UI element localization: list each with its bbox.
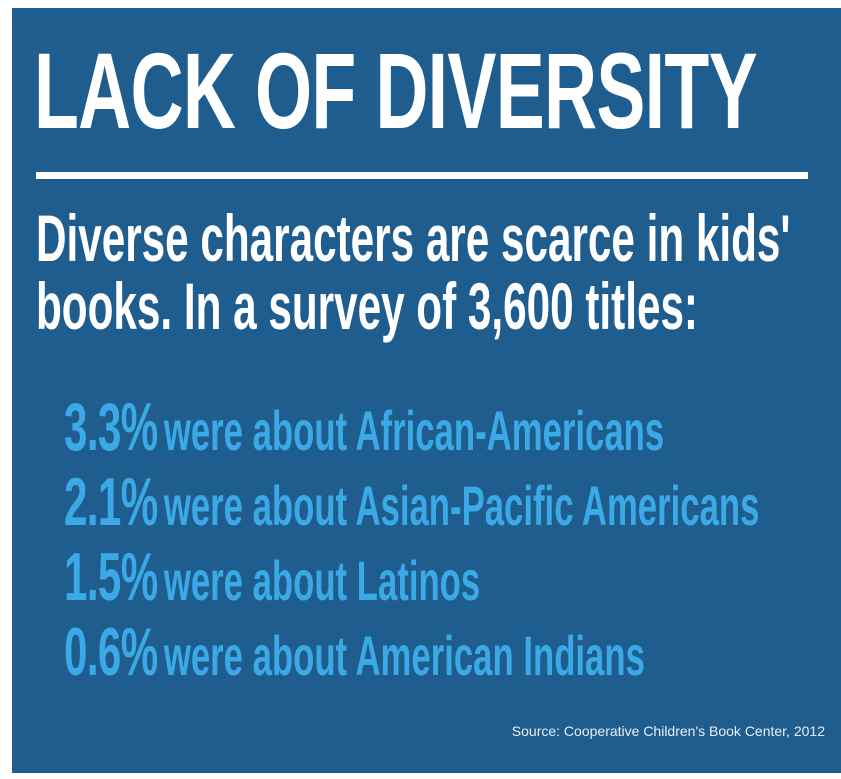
stat-african-americans: 3.3% were about African-Americans xyxy=(64,390,759,465)
stat-american-indians: 0.6% were about American Indians xyxy=(64,615,759,690)
intro-line-1: Diverse characters are scarce in kids' xyxy=(36,201,791,275)
stat-description: were about African-Americans xyxy=(163,399,665,462)
source-citation: Source: Cooperative Children's Book Cent… xyxy=(511,723,825,739)
title-divider xyxy=(36,172,808,179)
infographic-title: LACK OF DIVERSITY xyxy=(34,30,758,151)
stat-percent: 2.1% xyxy=(64,464,158,540)
stat-latinos: 1.5% were about Latinos xyxy=(64,540,759,615)
stat-description: were about American Indians xyxy=(163,624,645,687)
intro-line-2: books. In a survey of 3,600 titles: xyxy=(36,269,699,343)
stat-percent: 1.5% xyxy=(64,539,158,615)
intro-text: Diverse characters are scarce in kids' b… xyxy=(36,204,790,340)
stats-list: 3.3% were about African-Americans 2.1% wer… xyxy=(64,390,841,690)
stat-description: were about Asian-Pacific Americans xyxy=(163,474,760,537)
stat-percent: 0.6% xyxy=(64,614,158,690)
infographic-panel: LACK OF DIVERSITY Diverse characters are… xyxy=(12,8,841,773)
stat-description: were about Latinos xyxy=(163,549,481,612)
stat-asian-pacific-americans: 2.1% were about Asian-Pacific Americans xyxy=(64,465,759,540)
stat-percent: 3.3% xyxy=(64,389,158,465)
